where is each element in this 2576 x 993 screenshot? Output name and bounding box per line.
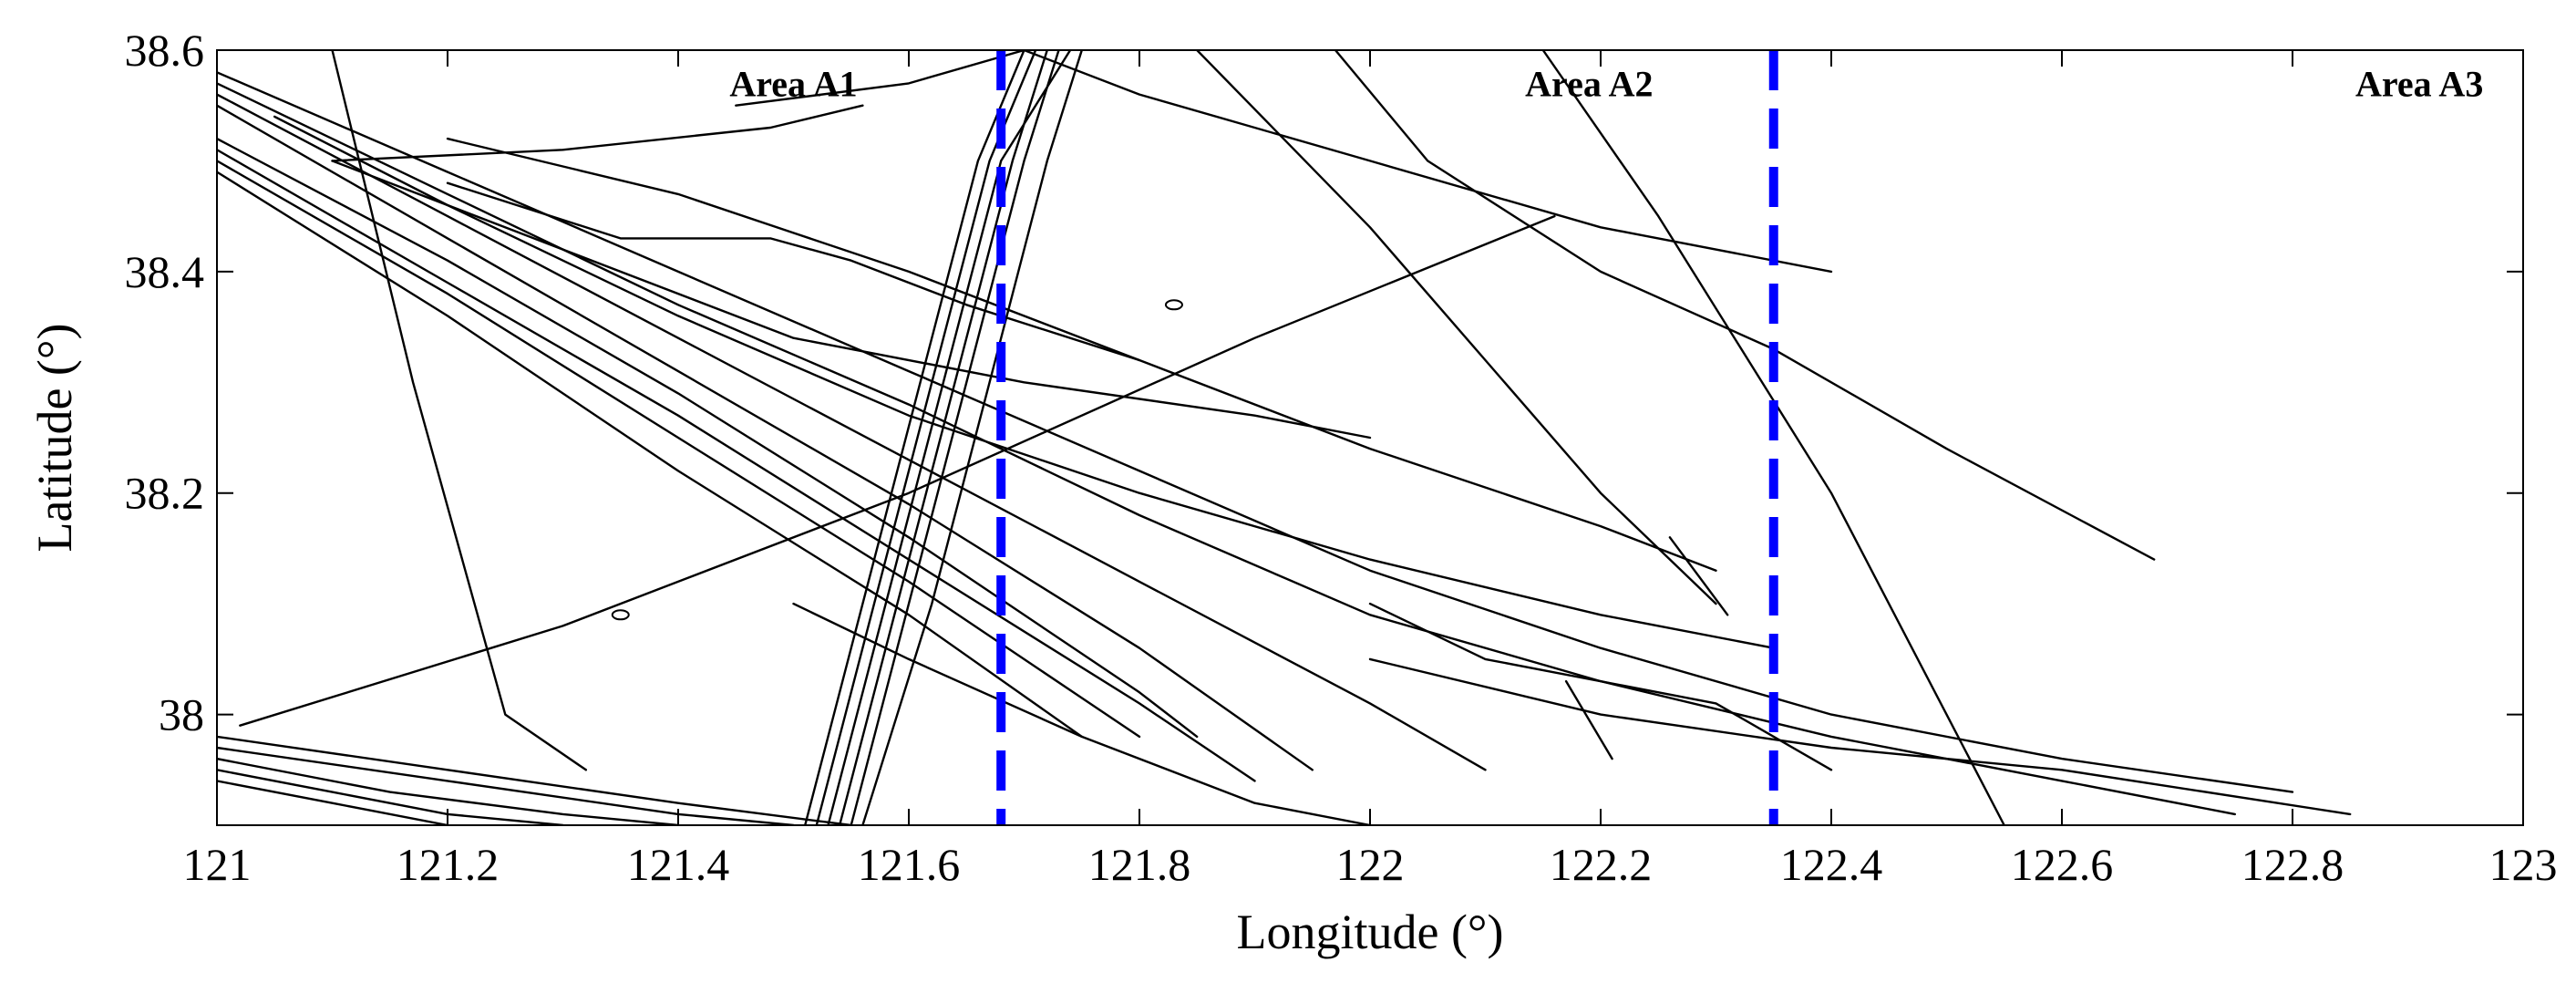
area-labels-layer: Area A1 Area A2 Area A3 [729, 63, 2483, 104]
x-tick-label-3: 121.6 [858, 839, 961, 890]
x-tick-label-6: 122.2 [1550, 839, 1653, 890]
x-tick-label-5: 122 [1336, 839, 1405, 890]
track-6 [217, 149, 1256, 782]
x-tick-label-9: 122.8 [2241, 839, 2344, 890]
track-31 [217, 769, 564, 825]
x-axis-title: Longitude (°) [1236, 905, 1503, 959]
track-8 [217, 171, 1084, 739]
y-tick-label-1: 38.2 [125, 468, 205, 519]
track-1 [217, 71, 2294, 793]
ticks-layer: 121 121.2 121.4 121.6 121.8 122 122.2 122.4 122.… [125, 25, 2558, 890]
area-label-2: Area A2 [1525, 63, 1653, 104]
track-10 [331, 160, 1372, 440]
x-tick-label-4: 121.8 [1088, 839, 1191, 890]
track-4 [217, 104, 1314, 771]
x-tick-label-8: 122.6 [2011, 839, 2114, 890]
x-tick-label-2: 121.4 [627, 839, 730, 890]
track-speck-1 [1164, 299, 1183, 311]
track-29 [217, 746, 795, 825]
y-tick-label-2: 38.4 [125, 246, 205, 297]
y-tick-label-0: 38 [159, 689, 204, 740]
track-14 [735, 50, 1025, 107]
x-tick-label-0: 121 [183, 839, 252, 890]
track-25 [1195, 50, 1717, 605]
area-label-3: Area A3 [2355, 63, 2483, 104]
track-19 [850, 50, 1060, 825]
x-tick-label-7: 122.4 [1780, 839, 1883, 890]
track-9 [273, 115, 1775, 649]
track-34 [1668, 536, 1729, 616]
track-36 [1368, 602, 1833, 771]
track-13 [331, 104, 864, 162]
track-5 [217, 137, 1199, 739]
track-7 [217, 160, 1141, 739]
track-28 [217, 735, 852, 825]
track-3 [217, 93, 1487, 771]
track-32 [217, 780, 449, 825]
track-35 [1564, 679, 1613, 760]
track-15 [331, 50, 587, 771]
x-tick-label-1: 121.2 [397, 839, 500, 890]
track-12 [446, 181, 1141, 362]
track-27 [792, 602, 1372, 825]
dividers-layer [996, 50, 1778, 825]
x-tick-label-10: 123 [2489, 839, 2558, 890]
track-24 [1334, 50, 2156, 561]
track-speck-2 [611, 609, 630, 621]
track-21 [861, 50, 1084, 825]
area-label-1: Area A1 [729, 63, 857, 104]
track-26 [1541, 50, 2005, 825]
track-20 [804, 50, 1025, 825]
track-22 [239, 214, 1556, 727]
track-17 [838, 50, 1049, 825]
track-23 [1023, 50, 1833, 274]
tracks-layer [217, 50, 2352, 825]
y-axis-title: Latitude (°) [27, 324, 82, 553]
y-tick-label-3: 38.6 [125, 25, 205, 76]
track-33 [1368, 657, 2352, 816]
track-30 [217, 757, 680, 825]
